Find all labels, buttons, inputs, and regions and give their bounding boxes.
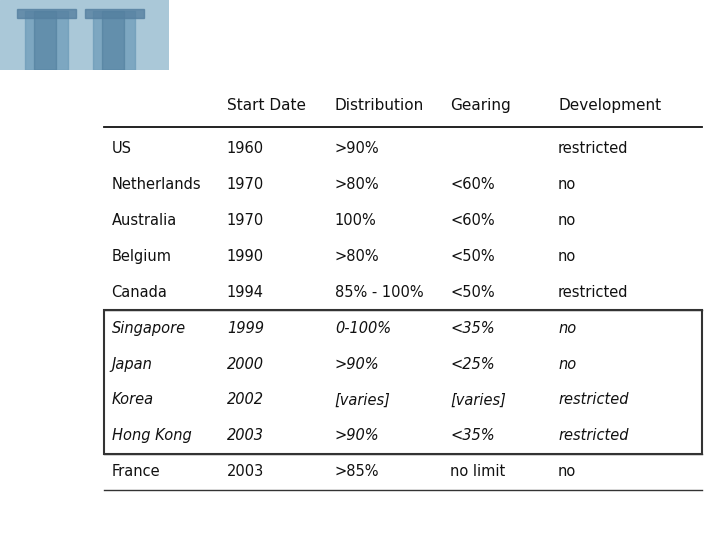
Text: no: no: [558, 213, 576, 228]
Bar: [17, 9, 76, 17]
Text: Netherlands: Netherlands: [112, 177, 201, 192]
Text: restricted: restricted: [558, 428, 629, 443]
Bar: [25, 10, 68, 70]
Text: 1994: 1994: [227, 285, 264, 300]
Text: Standard & Poor's: Standard & Poor's: [550, 517, 691, 531]
Text: 85% - 100%: 85% - 100%: [335, 285, 423, 300]
Text: Australia: Australia: [112, 213, 177, 228]
Text: restricted: restricted: [558, 285, 629, 300]
Text: Development: Development: [558, 98, 661, 113]
Text: no: no: [558, 177, 576, 192]
Text: 2000: 2000: [227, 356, 264, 372]
Text: >80%: >80%: [335, 177, 379, 192]
Text: >85%: >85%: [335, 464, 379, 479]
Bar: [85, 9, 144, 17]
Text: 1960: 1960: [227, 141, 264, 157]
Text: <35%: <35%: [450, 428, 495, 443]
Text: Canada: Canada: [112, 285, 168, 300]
Text: <25%: <25%: [450, 356, 495, 372]
Text: US: US: [112, 141, 132, 157]
Text: >90%: >90%: [335, 356, 379, 372]
Text: <60%: <60%: [450, 213, 495, 228]
Text: 1990: 1990: [227, 249, 264, 264]
Text: Distribution: Distribution: [335, 98, 424, 113]
Text: France: France: [112, 464, 161, 479]
Text: 1970: 1970: [227, 213, 264, 228]
Text: <35%: <35%: [450, 321, 495, 336]
Text: no: no: [558, 249, 576, 264]
Text: restricted: restricted: [558, 141, 629, 157]
Text: 1999: 1999: [227, 321, 264, 336]
Text: no limit: no limit: [450, 464, 505, 479]
Text: no: no: [558, 356, 576, 372]
Text: 0-100%: 0-100%: [335, 321, 391, 336]
Text: >80%: >80%: [335, 249, 379, 264]
Text: 2003: 2003: [227, 464, 264, 479]
Bar: [102, 10, 124, 70]
Text: <60%: <60%: [450, 177, 495, 192]
Text: 100%: 100%: [335, 213, 377, 228]
Text: [varies]: [varies]: [450, 393, 506, 408]
Text: Singapore: Singapore: [112, 321, 186, 336]
Text: [varies]: [varies]: [335, 393, 391, 408]
Text: Global REIT Overview: Global REIT Overview: [192, 22, 559, 51]
Text: >90%: >90%: [335, 428, 379, 443]
Text: no: no: [558, 321, 576, 336]
Text: Gearing: Gearing: [450, 98, 510, 113]
Text: 2002: 2002: [227, 393, 264, 408]
Bar: [104, 310, 702, 454]
Text: Start Date: Start Date: [227, 98, 306, 113]
Text: restricted: restricted: [558, 393, 629, 408]
Text: Japan: Japan: [112, 356, 153, 372]
Bar: [34, 10, 56, 70]
Bar: [93, 10, 135, 70]
Text: 10: 10: [352, 517, 368, 530]
Text: <50%: <50%: [450, 249, 495, 264]
Text: 1970: 1970: [227, 177, 264, 192]
Text: >90%: >90%: [335, 141, 379, 157]
Text: no: no: [558, 464, 576, 479]
Text: 2003: 2003: [227, 428, 264, 443]
Text: <50%: <50%: [450, 285, 495, 300]
Text: Belgium: Belgium: [112, 249, 171, 264]
Text: Korea: Korea: [112, 393, 154, 408]
Text: Hong Kong: Hong Kong: [112, 428, 192, 443]
